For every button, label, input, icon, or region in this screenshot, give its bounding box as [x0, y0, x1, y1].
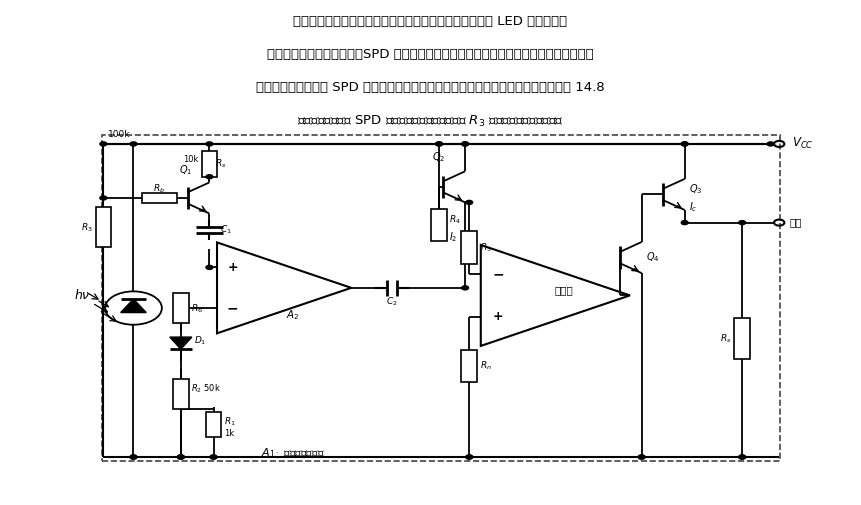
- Text: 放大器必须跟踪来自 SPD 的光电流的时间变化，这就要用高速、高增益的放大器。图 14.8: 放大器必须跟踪来自 SPD 的光电流的时间变化，这就要用高速、高增益的放大器。图…: [257, 81, 604, 94]
- Text: $A_2$: $A_2$: [286, 308, 300, 322]
- Text: 1k: 1k: [224, 429, 234, 438]
- Text: 100k: 100k: [108, 130, 130, 139]
- Polygon shape: [170, 337, 192, 349]
- Circle shape: [436, 142, 443, 146]
- Text: $Q_1$: $Q_1$: [179, 163, 193, 177]
- Circle shape: [681, 221, 688, 225]
- Text: $R_1$: $R_1$: [224, 416, 236, 428]
- Bar: [173, 379, 189, 409]
- Bar: [461, 350, 477, 382]
- Text: $R_4$: $R_4$: [449, 214, 461, 226]
- Text: 输出: 输出: [790, 218, 802, 228]
- Text: $R_s$: $R_s$: [720, 332, 731, 344]
- Circle shape: [767, 142, 774, 146]
- Text: hν: hν: [74, 289, 90, 302]
- Circle shape: [739, 455, 746, 459]
- Text: 驱动，或者用正弦波驱动，SPD 接收的光电流也随着时间的迁移而变化。因此，所用交流: 驱动，或者用正弦波驱动，SPD 接收的光电流也随着时间的迁移而变化。因此，所用交…: [267, 48, 594, 61]
- Circle shape: [638, 455, 645, 459]
- Circle shape: [466, 200, 473, 205]
- Text: 中的输入光电流经 SPD 进行光电变换后，作为电阻 $R_3$ 的电压降进行电压变换。: 中的输入光电流经 SPD 进行光电变换后，作为电阻 $R_3$ 的电压降进行电压…: [297, 114, 564, 129]
- Circle shape: [436, 142, 443, 146]
- Text: $A_{1:}$ 高速运算放大器: $A_{1:}$ 高速运算放大器: [261, 446, 325, 461]
- Text: $V_{CC}$: $V_{CC}$: [792, 136, 814, 152]
- Text: $R_s$: $R_s$: [214, 158, 226, 170]
- Circle shape: [210, 455, 217, 459]
- Text: −: −: [492, 267, 504, 281]
- Bar: [201, 152, 217, 177]
- Text: $R_6$: $R_6$: [191, 302, 203, 315]
- Circle shape: [206, 142, 213, 146]
- Circle shape: [461, 142, 468, 146]
- Circle shape: [461, 142, 468, 146]
- Circle shape: [466, 455, 473, 459]
- Circle shape: [177, 455, 184, 459]
- Text: $I_c$: $I_c$: [690, 200, 698, 214]
- Bar: [173, 293, 189, 323]
- Text: $R_n$: $R_n$: [480, 360, 492, 372]
- Text: +: +: [227, 261, 238, 274]
- Text: $C_2$: $C_2$: [386, 296, 398, 308]
- Bar: [206, 412, 221, 437]
- Circle shape: [638, 455, 645, 459]
- Bar: [142, 193, 177, 203]
- Text: $R_b$: $R_b$: [153, 183, 165, 195]
- Text: +: +: [492, 310, 504, 323]
- Circle shape: [210, 455, 217, 459]
- Circle shape: [130, 142, 137, 146]
- Circle shape: [466, 455, 473, 459]
- Bar: [96, 207, 111, 247]
- Polygon shape: [121, 299, 146, 313]
- Bar: [431, 209, 447, 241]
- Text: 10k: 10k: [183, 155, 198, 164]
- Circle shape: [130, 455, 137, 459]
- Text: −: −: [226, 301, 238, 315]
- Text: $I_2$: $I_2$: [449, 230, 458, 244]
- Text: $R_3$: $R_3$: [81, 221, 93, 233]
- Bar: [461, 231, 477, 264]
- Text: 比较器: 比较器: [554, 285, 573, 295]
- Circle shape: [739, 221, 746, 225]
- Text: $Q_2$: $Q_2$: [432, 150, 446, 164]
- Text: $Q_4$: $Q_4$: [647, 250, 660, 265]
- Text: $Q_3$: $Q_3$: [690, 182, 703, 196]
- Circle shape: [681, 142, 688, 146]
- Circle shape: [100, 142, 107, 146]
- Text: $D_1$: $D_1$: [194, 335, 206, 347]
- Circle shape: [130, 455, 137, 459]
- Circle shape: [100, 196, 107, 200]
- Text: 使用交流放大器的测光电路。使用交流放大器时，一般以 LED 光源作脉冲: 使用交流放大器的测光电路。使用交流放大器时，一般以 LED 光源作脉冲: [294, 15, 567, 28]
- Circle shape: [206, 266, 213, 270]
- Bar: [734, 318, 750, 359]
- Circle shape: [681, 142, 688, 146]
- Text: $C_1$: $C_1$: [220, 224, 232, 236]
- Circle shape: [177, 455, 184, 459]
- Text: $R_2$ 50k: $R_2$ 50k: [191, 383, 221, 395]
- Circle shape: [177, 455, 184, 459]
- Circle shape: [739, 455, 746, 459]
- Circle shape: [461, 286, 468, 290]
- Circle shape: [206, 175, 213, 179]
- Text: $R_5$: $R_5$: [480, 241, 492, 254]
